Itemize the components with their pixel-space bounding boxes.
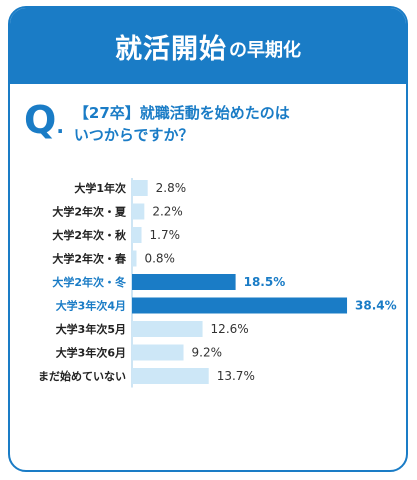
category-label: 大学1年次 <box>74 181 126 195</box>
category-label: 大学2年次・冬 <box>52 275 126 289</box>
question-mark: Q. <box>24 98 64 142</box>
category-label: 大学2年次・春 <box>52 252 127 266</box>
category-label: 大学3年次4月 <box>56 299 126 313</box>
bar <box>132 227 142 243</box>
header-banner: 就活開始 の早期化 <box>10 8 406 84</box>
value-label: 2.2% <box>152 205 183 219</box>
header-title: 就活開始 <box>115 33 227 65</box>
category-label: 大学2年次・秋 <box>52 228 127 242</box>
bar <box>132 274 236 290</box>
category-label: まだ始めていない <box>38 369 126 383</box>
value-label: 18.5% <box>244 275 286 289</box>
value-label: 13.7% <box>217 369 255 383</box>
question-block: Q. 【27卒】就職活動を始めたのは いつからですか？ <box>24 100 290 146</box>
category-label: 大学3年次5月 <box>56 322 126 336</box>
question-text: 【27卒】就職活動を始めたのは いつからですか？ <box>74 100 290 146</box>
bar <box>132 297 348 314</box>
value-label: 9.2% <box>192 346 223 360</box>
bar <box>132 344 184 361</box>
value-label: 38.4% <box>355 299 397 313</box>
value-label: 1.7% <box>150 228 181 242</box>
bar <box>132 368 209 384</box>
bar <box>132 180 148 196</box>
bar <box>132 203 145 220</box>
bar <box>132 321 203 337</box>
bar <box>132 250 137 267</box>
category-label: 大学3年次6月 <box>56 346 126 360</box>
header-subtitle: の早期化 <box>229 40 301 61</box>
survey-card: 就活開始 の早期化 <box>8 6 408 472</box>
value-label: 2.8% <box>156 181 187 195</box>
category-label: 大学2年次・夏 <box>52 205 127 219</box>
value-label: 0.8% <box>144 252 175 266</box>
value-label: 12.6% <box>211 322 249 336</box>
question-line-1: 【27卒】就職活動を始めたのは <box>73 104 290 122</box>
question-line-2: いつからですか？ <box>73 126 194 144</box>
